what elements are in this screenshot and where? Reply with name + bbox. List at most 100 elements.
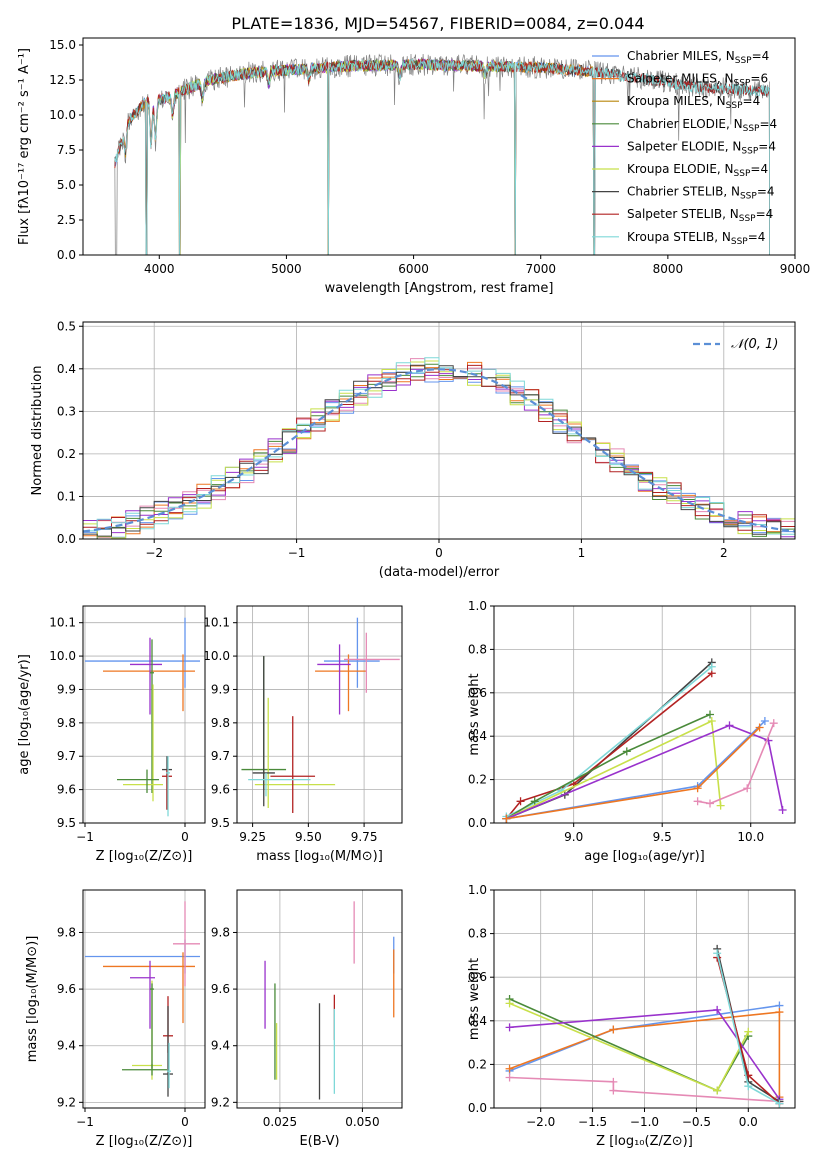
x-tick-label: −1.0 xyxy=(630,1115,659,1129)
y-tick-label: 0.0 xyxy=(57,532,76,546)
y-tick-label: 0.5 xyxy=(57,319,76,333)
panel-mass_vs_age: 9.25 9.50 9.75 9.5 9.6 9.7 9.8 9.9 10.0 10.1 mass … xyxy=(203,605,403,864)
legend-entry: Kroupa STELIB, NSSP=4 xyxy=(627,230,765,247)
y-axis-label: Flux [fλ10⁻¹⁷ erg cm⁻² s⁻¹ A⁻¹] xyxy=(17,48,32,245)
x-tick-label: 0.0 xyxy=(739,1115,758,1129)
y-tick-label: 10.0 xyxy=(49,649,76,663)
x-tick-label: 0 xyxy=(181,830,189,844)
weight-marker xyxy=(775,1008,784,1017)
y-tick-label: 1.0 xyxy=(468,599,487,613)
x-axis-label: wavelength [Angstrom, rest frame] xyxy=(325,281,554,296)
weight-marker xyxy=(609,1077,618,1086)
y-tick-label: 10.1 xyxy=(203,616,230,630)
x-tick-label: −0.5 xyxy=(682,1115,711,1129)
plot-area-residuals xyxy=(83,357,795,539)
weight-marker xyxy=(775,1099,784,1108)
weight-marker xyxy=(706,799,715,808)
model-spectrum-line xyxy=(114,58,770,255)
weight-line xyxy=(506,719,722,820)
y-tick-label: 9.8 xyxy=(57,716,76,730)
x-tick-label: −1 xyxy=(76,830,94,844)
legend-entry: Kroupa MILES, NSSP=4 xyxy=(627,94,760,111)
x-tick-label: 9.75 xyxy=(351,830,378,844)
x-tick-label: 0 xyxy=(435,546,443,560)
y-tick-label: 0.0 xyxy=(468,816,487,830)
x-tick-label: 9.5 xyxy=(653,830,672,844)
y-tick-label: 1.0 xyxy=(468,883,487,897)
y-tick-label: 9.5 xyxy=(211,816,230,830)
legend-sub: SSP xyxy=(743,124,760,134)
y-tick-label: 0.2 xyxy=(468,773,487,787)
legend-tail: =4 xyxy=(757,185,775,199)
legend-label: Salpeter STELIB, N xyxy=(627,207,739,221)
legend-sub: SSP xyxy=(740,192,757,202)
y-tick-label: 9.8 xyxy=(211,716,230,730)
panel-spectrum: 4000 5000 6000 7000 8000 9000 0.0 2.5 5.0 7.5 10.0… xyxy=(17,37,810,296)
y-tick-label: 9.4 xyxy=(211,1039,230,1053)
y-tick-label: 0.2 xyxy=(57,447,76,461)
weight-line xyxy=(505,672,713,820)
axes-frame xyxy=(493,605,796,824)
y-axis-label: mass weight xyxy=(467,958,482,1040)
legend-sub: SSP xyxy=(726,101,743,111)
legend-label: Chabrier ELODIE, N xyxy=(627,117,743,131)
y-tick-label: 9.8 xyxy=(57,925,76,939)
weight-line xyxy=(509,998,749,1092)
x-tick-label: 4000 xyxy=(144,262,175,276)
weight-marker xyxy=(716,801,725,810)
legend-label: Salpeter MILES, N xyxy=(627,72,734,86)
y-tick-label: 10.1 xyxy=(49,616,76,630)
legend-entry: Salpeter STELIB, NSSP=4 xyxy=(627,207,773,224)
weight-marker xyxy=(609,1025,618,1034)
weight-marker xyxy=(706,710,715,719)
weight-marker xyxy=(707,662,716,671)
weight-marker xyxy=(713,1086,722,1095)
weight-line xyxy=(506,724,784,820)
legend-tail: =4 xyxy=(758,139,776,153)
x-tick-label: 7000 xyxy=(525,262,556,276)
weight-marker xyxy=(778,805,787,814)
y-tick-label: 9.4 xyxy=(57,1039,76,1053)
panel-residuals: −2 −1 0 1 2 0.0 0.1 0.2 0.3 0.4 0.5 (data-model)/er… xyxy=(30,319,796,580)
y-tick-label: 5.0 xyxy=(57,178,76,192)
y-tick-label: 0.6 xyxy=(468,970,487,984)
weight-marker xyxy=(609,1086,618,1095)
y-tick-label: 0.0 xyxy=(468,1101,487,1115)
y-tick-label: 12.5 xyxy=(49,73,76,87)
weight-line xyxy=(509,1076,780,1103)
legend-label: Kroupa MILES, N xyxy=(627,94,726,108)
weight-marker xyxy=(693,797,702,806)
weight-line xyxy=(697,722,775,805)
y-tick-label: 0.8 xyxy=(468,642,487,656)
weight-line xyxy=(509,1011,781,1098)
y-tick-label: 9.2 xyxy=(211,1095,230,1109)
axes-frame xyxy=(236,605,403,824)
weight-marker xyxy=(744,1082,753,1091)
histogram-series xyxy=(83,371,795,538)
y-tick-label: 7.5 xyxy=(57,143,76,157)
legend-entry: Chabrier ELODIE, NSSP=4 xyxy=(627,117,777,134)
y-tick-label: 9.5 xyxy=(57,816,76,830)
y-tick-label: 15.0 xyxy=(49,38,76,52)
legend-sub: SSP xyxy=(734,79,751,89)
legend-sub: SSP xyxy=(735,56,752,66)
histogram-series xyxy=(83,364,795,531)
y-tick-label: 9.7 xyxy=(57,749,76,763)
y-tick-label: 9.2 xyxy=(57,1095,76,1109)
y-tick-label: 0.0 xyxy=(57,248,76,262)
y-tick-label: 0.4 xyxy=(57,362,76,376)
weight-marker xyxy=(744,1027,753,1036)
legend-entry: Chabrier STELIB, NSSP=4 xyxy=(627,185,775,202)
y-tick-label: 9.7 xyxy=(211,749,230,763)
y-tick-label: 9.8 xyxy=(211,925,230,939)
y-tick-label: 0.3 xyxy=(57,404,76,418)
legend-entry: Chabrier MILES, NSSP=4 xyxy=(627,49,769,66)
x-axis-label: Z [log₁₀(Z/Z⊙)] xyxy=(96,1134,193,1149)
panel-z_vs_age: −1 0 9.5 9.6 9.7 9.8 9.9 10.0 10.1 Z [log₁₀(Z/Z⊙)… xyxy=(17,605,206,864)
x-axis-label: mass [log₁₀(M/M⊙)] xyxy=(256,849,383,864)
panel-z_vs_mass: −1 0 9.2 9.4 9.6 9.8 Z [log₁₀(Z/Z⊙)] mass [log₁… xyxy=(25,889,206,1149)
y-axis-label: mass weight xyxy=(467,673,482,755)
histogram-series xyxy=(83,358,795,539)
y-tick-label: 9.6 xyxy=(57,982,76,996)
